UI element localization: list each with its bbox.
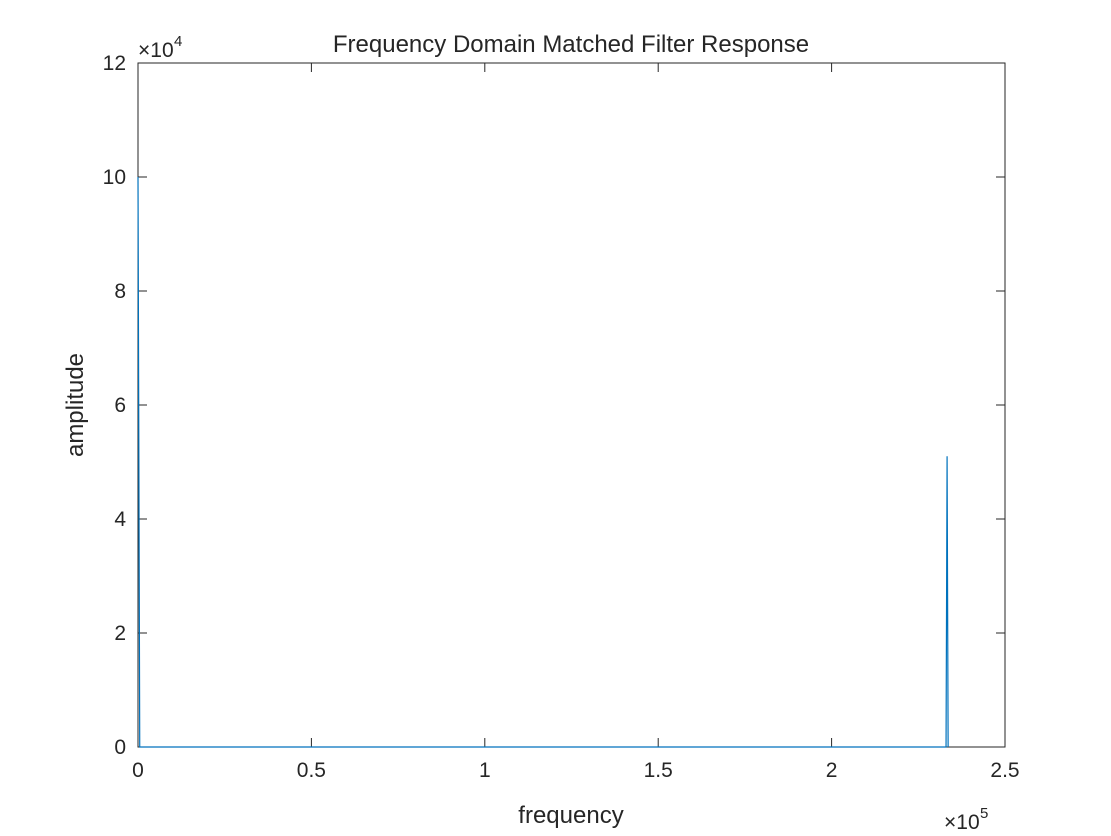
x-tick-label: 1.5 <box>644 759 673 782</box>
y-tick-label: 4 <box>114 508 126 531</box>
x-tick-label: 1 <box>479 759 491 782</box>
x-exponent-base: ×10 <box>944 811 980 834</box>
y-tick-label: 10 <box>103 166 126 189</box>
y-exponent-power: 4 <box>174 33 182 50</box>
y-axis-label: amplitude <box>62 353 89 457</box>
x-exponent-power: 5 <box>980 805 988 822</box>
y-tick-label: 2 <box>114 622 126 645</box>
x-tick-label: 0.5 <box>297 759 326 782</box>
y-tick-label: 0 <box>114 736 126 759</box>
data-line <box>137 176 949 748</box>
x-tick-label: 0 <box>132 759 144 782</box>
y-exponent-base: ×10 <box>138 39 174 62</box>
chart-title: Frequency Domain Matched Filter Response <box>333 31 809 58</box>
x-axis-label: frequency <box>518 802 623 829</box>
y-tick-label: 6 <box>114 394 126 417</box>
y-tick-label: 12 <box>103 52 126 75</box>
x-tick-label: 2 <box>826 759 838 782</box>
x-tick-label: 2.5 <box>990 759 1019 782</box>
y-tick-label: 8 <box>114 280 126 303</box>
